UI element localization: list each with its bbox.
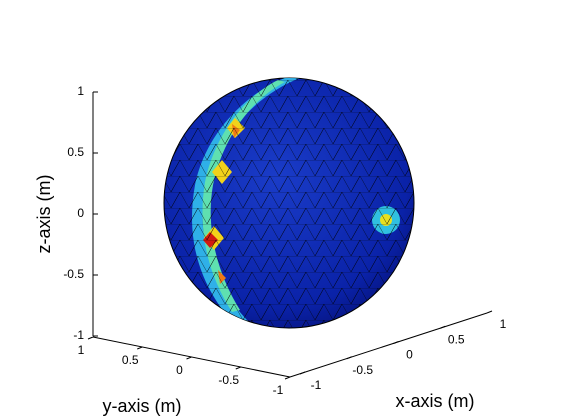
- y-tick-label: 0.5: [122, 353, 139, 367]
- x-tick: [346, 356, 352, 360]
- x-tick-label: 0.5: [448, 332, 465, 346]
- z-tick-label: -0.5: [63, 267, 84, 281]
- x-tick-label: 0: [406, 348, 413, 362]
- y-tick-label: 1: [78, 343, 85, 357]
- z-tick-label: -1: [73, 328, 84, 342]
- x-axis-label: x-axis (m): [396, 391, 475, 411]
- x-tick-label: -0.5: [352, 363, 373, 377]
- y-tick: [284, 376, 291, 380]
- x-tick: [486, 310, 493, 314]
- y-tick-label: -0.5: [218, 373, 239, 387]
- y-axis-label: y-axis (m): [103, 396, 182, 416]
- y-tick: [87, 336, 94, 340]
- x-tick-label: -1: [311, 378, 322, 392]
- x-tick: [440, 325, 446, 329]
- z-tick-label: 1: [77, 84, 84, 98]
- z-tick-label: 0: [77, 206, 84, 220]
- x-tick: [393, 341, 399, 344]
- z-tick-label: 0.5: [67, 145, 84, 159]
- y-tick: [235, 366, 241, 370]
- y-tick-label: -1: [273, 383, 284, 397]
- x-axis-line: [289, 312, 488, 378]
- y-tick-label: 0: [176, 363, 183, 377]
- y-tick: [186, 356, 192, 360]
- z-axis-label: z-axis (m): [34, 175, 54, 254]
- y-tick: [137, 346, 143, 350]
- x-tick-label: 1: [500, 317, 507, 331]
- sphere: [163, 77, 415, 329]
- x-tick: [299, 371, 306, 375]
